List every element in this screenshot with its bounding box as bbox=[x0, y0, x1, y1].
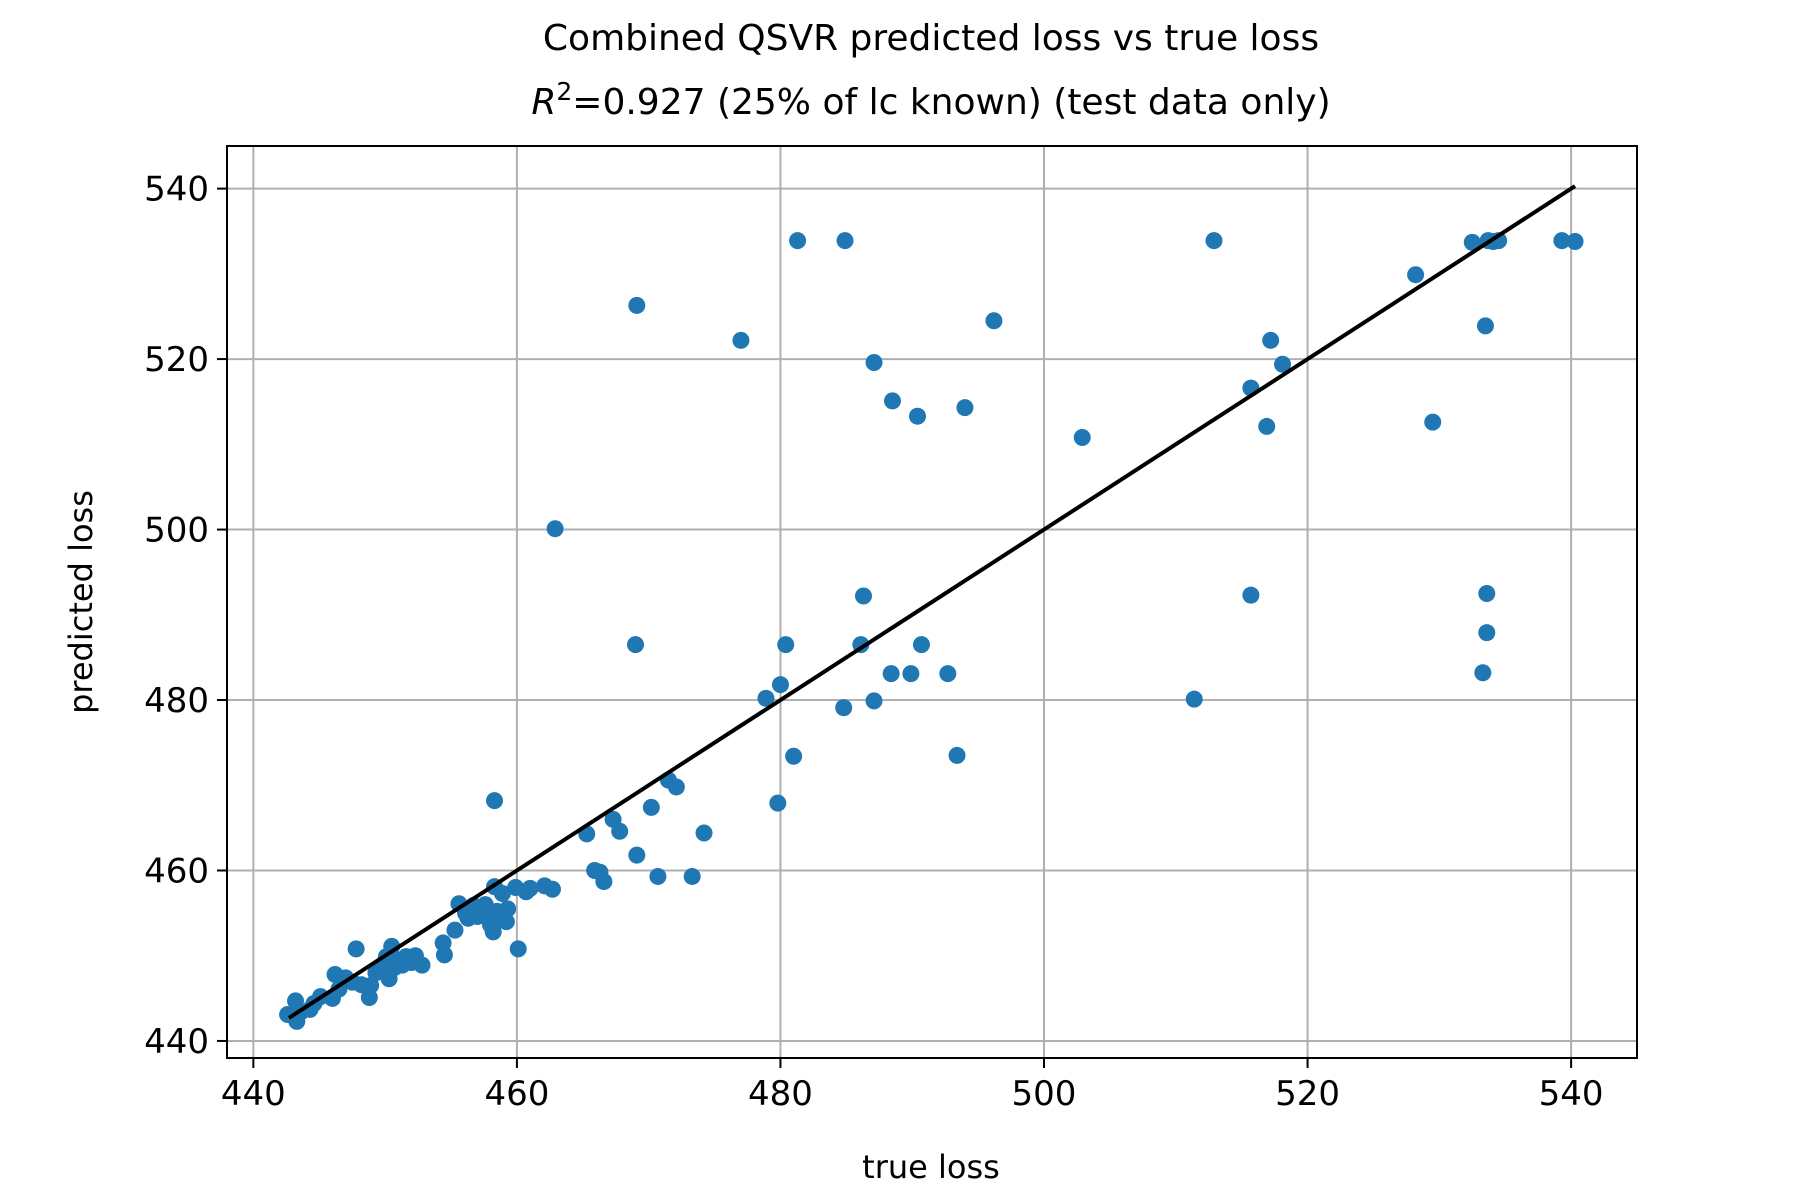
x-tick-label: 540 bbox=[1539, 1074, 1604, 1114]
data-point bbox=[854, 587, 872, 605]
x-tick-label: 480 bbox=[748, 1074, 813, 1114]
data-point bbox=[1258, 417, 1276, 435]
data-point bbox=[1205, 232, 1223, 250]
y-tick-label: 440 bbox=[144, 1022, 209, 1062]
data-point bbox=[777, 636, 795, 654]
data-point bbox=[543, 880, 561, 898]
data-point bbox=[1463, 233, 1481, 251]
y-tick-label: 500 bbox=[144, 511, 209, 551]
data-point bbox=[939, 665, 957, 683]
data-point bbox=[1476, 317, 1494, 335]
data-point bbox=[865, 692, 883, 710]
subtitle-rest: =0.927 (25% of lc known) (test data only… bbox=[572, 82, 1330, 123]
plot-frame bbox=[226, 145, 1638, 1059]
y-tick-label: 520 bbox=[144, 340, 209, 380]
data-point bbox=[769, 794, 787, 812]
data-point bbox=[446, 921, 464, 939]
y-tick-label: 460 bbox=[144, 851, 209, 891]
data-point bbox=[683, 867, 701, 885]
data-point bbox=[1073, 428, 1091, 446]
data-point bbox=[611, 822, 629, 840]
y-axis-label: predicted loss bbox=[62, 490, 100, 714]
data-point bbox=[347, 940, 365, 958]
x-tick-label: 460 bbox=[484, 1074, 549, 1114]
data-point bbox=[642, 798, 660, 816]
data-point bbox=[835, 699, 853, 717]
data-point bbox=[493, 884, 511, 902]
r-exponent: 2 bbox=[556, 77, 572, 106]
y-tick-label: 480 bbox=[144, 681, 209, 721]
x-axis-ticks: 440 460 480 500 520 540 bbox=[221, 1058, 1604, 1114]
data-point bbox=[667, 778, 685, 796]
data-point bbox=[1185, 690, 1203, 708]
data-points bbox=[279, 232, 1584, 1030]
data-point bbox=[695, 824, 713, 842]
data-point bbox=[628, 846, 646, 864]
chart-subtitle: R2=0.927 (25% of lc known) (test data on… bbox=[531, 77, 1330, 123]
x-tick-label: 520 bbox=[1275, 1074, 1340, 1114]
data-point bbox=[649, 867, 667, 885]
data-point bbox=[956, 399, 974, 417]
data-point bbox=[771, 676, 789, 694]
fit-line bbox=[287, 184, 1577, 1020]
x-axis-label: true loss bbox=[862, 1148, 1000, 1186]
data-point bbox=[948, 746, 966, 764]
fit-line-group bbox=[287, 184, 1577, 1020]
data-point bbox=[1407, 266, 1425, 284]
data-point bbox=[499, 900, 517, 918]
data-point bbox=[1553, 232, 1571, 250]
data-point bbox=[1424, 413, 1442, 431]
data-point bbox=[509, 940, 527, 958]
data-point bbox=[497, 913, 515, 931]
chart-title: Combined QSVR predicted loss vs true los… bbox=[543, 18, 1319, 59]
data-point bbox=[627, 636, 645, 654]
x-tick-label: 500 bbox=[1012, 1074, 1077, 1114]
data-point bbox=[1262, 331, 1280, 349]
data-point bbox=[883, 392, 901, 410]
data-point bbox=[902, 665, 920, 683]
data-point bbox=[732, 331, 750, 349]
data-point bbox=[865, 353, 883, 371]
data-point bbox=[985, 312, 1003, 330]
r-symbol: R bbox=[531, 82, 556, 123]
data-point bbox=[628, 296, 646, 314]
data-point bbox=[1478, 624, 1496, 642]
data-point bbox=[912, 636, 930, 654]
data-point bbox=[836, 232, 854, 250]
data-point bbox=[362, 977, 380, 995]
data-point bbox=[757, 689, 775, 707]
y-axis-ticks: 440 460 480 500 520 540 bbox=[144, 170, 227, 1062]
grid bbox=[227, 146, 1637, 1058]
data-point bbox=[435, 946, 453, 964]
data-point bbox=[595, 873, 613, 891]
data-point bbox=[789, 232, 807, 250]
data-point bbox=[1474, 664, 1492, 682]
data-point bbox=[1566, 232, 1584, 250]
data-point bbox=[546, 520, 564, 538]
data-point bbox=[882, 665, 900, 683]
data-point bbox=[785, 747, 803, 765]
y-tick-label: 540 bbox=[144, 170, 209, 210]
data-point bbox=[413, 956, 431, 974]
data-point bbox=[1242, 586, 1260, 604]
data-point bbox=[521, 879, 539, 897]
data-point bbox=[486, 792, 504, 810]
x-tick-label: 440 bbox=[221, 1074, 286, 1114]
data-point bbox=[909, 407, 927, 425]
data-point bbox=[1478, 584, 1496, 602]
data-point bbox=[1274, 355, 1292, 373]
